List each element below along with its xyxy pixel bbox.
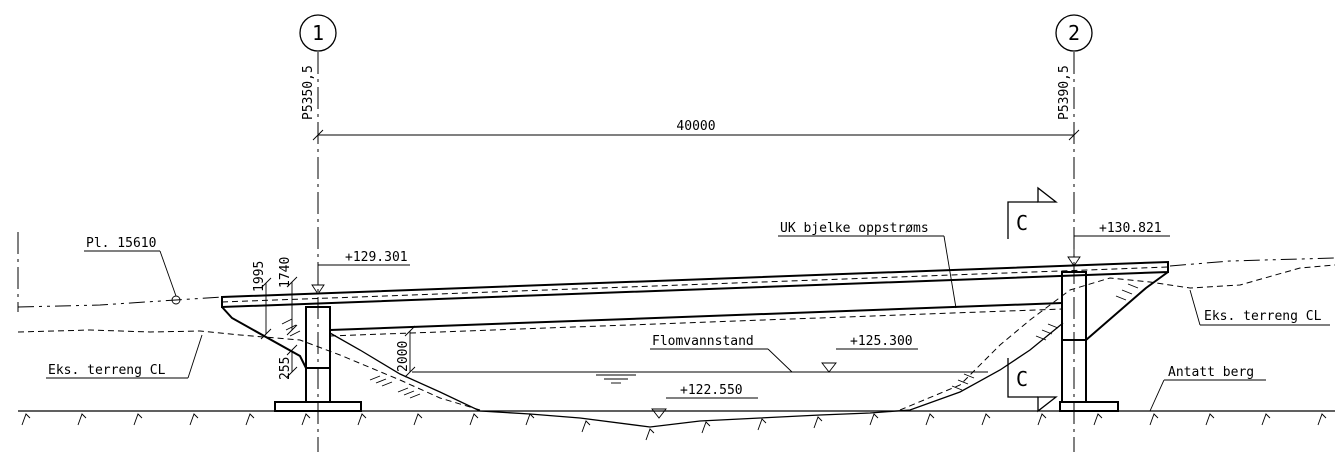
bedrock-hatching — [21, 413, 1327, 441]
label-berg: Antatt berg — [1149, 365, 1266, 412]
deck-centerline — [221, 266, 1169, 303]
level-right-deck: +130.821 — [1067, 221, 1170, 267]
label-uk: UK bjelke oppstrøms — [778, 221, 957, 309]
girder-bottom — [329, 302, 1063, 331]
level-left-deck-text: +129.301 — [345, 250, 408, 265]
water-symbol — [596, 374, 636, 384]
span-dimension-text: 40000 — [676, 119, 715, 134]
dimension-1995 — [260, 277, 272, 340]
right-abutment-wing — [1085, 271, 1169, 341]
level-flood-text: +125.300 — [850, 334, 913, 349]
right-slope-hatch — [951, 283, 1139, 391]
label-pl: Pl. 15610 — [84, 236, 177, 297]
level-flood: +125.300 — [821, 334, 918, 373]
label-terreng-left-text: Eks. terreng CL — [48, 363, 166, 378]
dim-1995-text: 1995 — [252, 261, 267, 292]
level-left-deck: +129.301 — [311, 250, 410, 295]
riverbed-profile — [329, 322, 1064, 428]
label-pl-text: Pl. 15610 — [86, 236, 156, 251]
axis-1-number: 1 — [312, 21, 324, 45]
label-flom: Flomvannstand — [650, 334, 793, 373]
existing-terrain-right — [899, 264, 1335, 411]
axis-1-bubble — [299, 14, 337, 52]
dimension-255 — [286, 344, 298, 378]
left-abutment-wing — [221, 306, 307, 369]
section-c-top-label: C — [1016, 211, 1028, 235]
label-terreng-right-text: Eks. terreng CL — [1204, 309, 1322, 324]
label-flom-text: Flomvannstand — [652, 334, 754, 349]
right-footing — [1059, 401, 1119, 412]
dim-1740-text: 1740 — [278, 257, 293, 288]
label-terreng-left: Eks. terreng CL — [46, 334, 203, 379]
existing-terrain-left — [17, 329, 481, 411]
section-c-bottom-label: C — [1016, 367, 1028, 391]
section-c-top-arrow — [1037, 186, 1058, 203]
dimension-1740 — [286, 276, 298, 336]
label-uk-text: UK bjelke oppstrøms — [780, 221, 929, 236]
left-footing — [274, 401, 362, 412]
dim-255-text: 255 — [278, 357, 293, 380]
pl-terrain-line-left — [17, 296, 223, 308]
pl-terrain-line-right — [1169, 257, 1335, 267]
label-berg-text: Antatt berg — [1168, 365, 1254, 380]
axis-2-number: 2 — [1068, 21, 1080, 45]
section-c-top-bracket — [1007, 201, 1038, 239]
left-slope-hatch — [281, 318, 421, 399]
girder-bottom-upstream — [329, 308, 1063, 337]
span-tick-left — [312, 129, 324, 141]
axis-2-station: P5390,5 — [1057, 65, 1072, 120]
span-tick-right — [1068, 129, 1080, 141]
axis-2-bubble — [1055, 14, 1093, 52]
level-riverbed-text: +122.550 — [680, 383, 743, 398]
level-right-deck-text: +130.821 — [1099, 221, 1162, 236]
dim-2000-text: 2000 — [396, 341, 411, 372]
dimension-2000 — [404, 325, 416, 378]
axis-1-station: P5350,5 — [301, 65, 316, 120]
section-c-bottom-bracket — [1007, 358, 1038, 398]
label-terreng-right: Eks. terreng CL — [1189, 289, 1330, 326]
section-c-bottom-arrow — [1037, 396, 1058, 413]
level-riverbed: +122.550 — [651, 383, 758, 419]
